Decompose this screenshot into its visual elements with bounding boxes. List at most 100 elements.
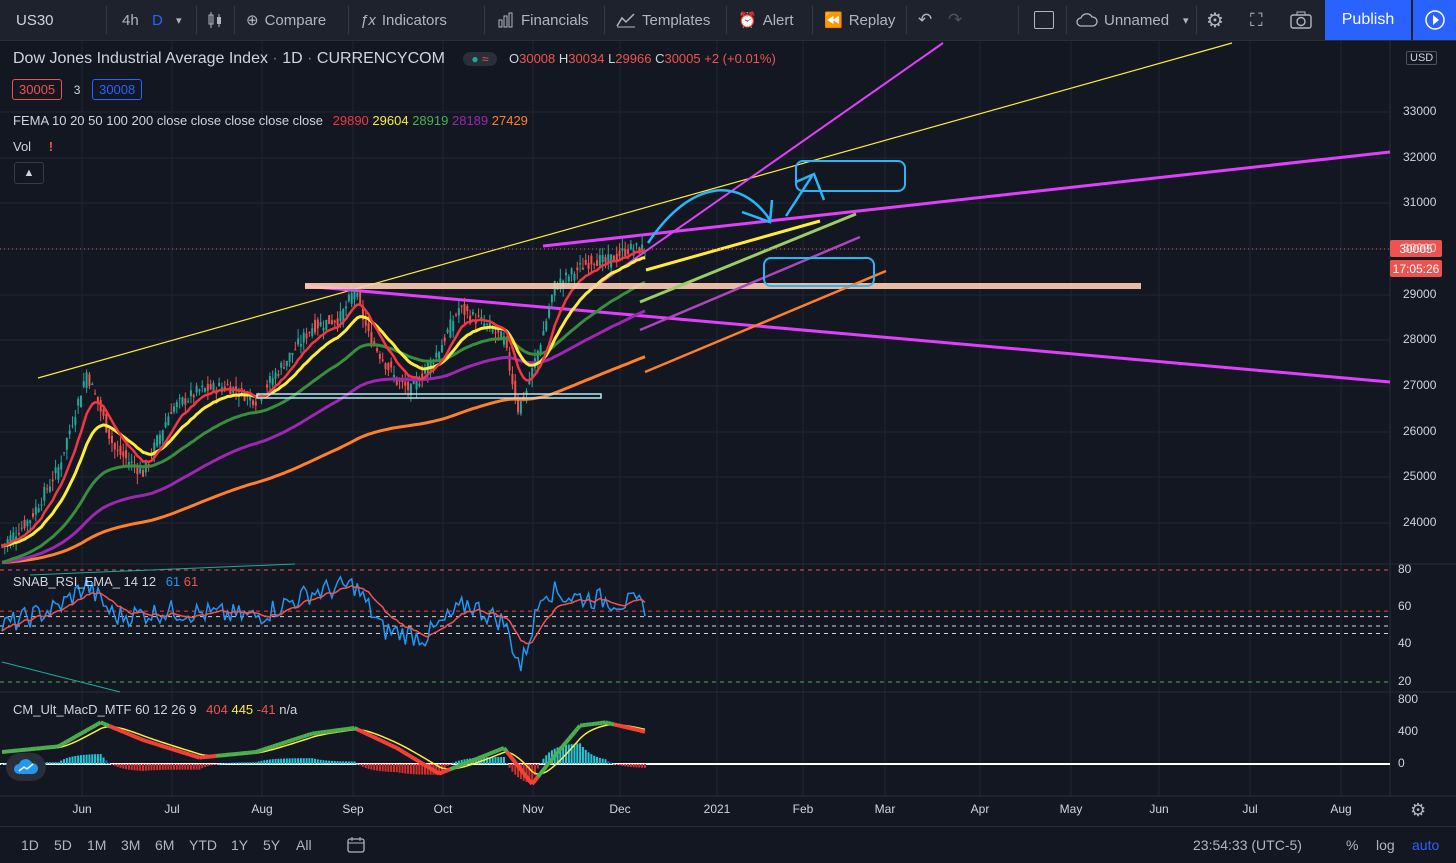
collapse-legend-button[interactable]: ▲ <box>14 162 44 184</box>
candle-body <box>60 462 62 469</box>
macd-legend[interactable]: CM_Ult_MacD_MTF 60 12 26 9 404 445 -41 n… <box>13 702 297 717</box>
redo-button[interactable]: ↷ <box>948 0 962 40</box>
macd-hist-bar <box>585 750 587 764</box>
candle-body <box>165 422 167 427</box>
macd-hist-bar <box>103 758 105 764</box>
undo-icon: ↶ <box>918 10 932 30</box>
macd-hist-bar <box>542 759 544 764</box>
candle-body <box>348 295 350 302</box>
macd-hist-bar <box>390 764 392 772</box>
macd-line-segment <box>188 754 191 755</box>
range-button-1y[interactable]: 1Y <box>231 827 248 863</box>
range-button-3m[interactable]: 3M <box>121 827 140 863</box>
snapshot-button[interactable] <box>1290 0 1312 40</box>
candle-body <box>289 353 291 362</box>
replay-button[interactable]: ⏪Replay <box>824 0 895 40</box>
macd-hist-bar <box>610 762 612 764</box>
range-button-6m[interactable]: 6M <box>155 827 174 863</box>
gear-icon: ⚙ <box>1206 8 1224 33</box>
range-button-5y[interactable]: 5Y <box>263 827 280 863</box>
publish-button[interactable]: Publish <box>1325 0 1411 40</box>
goto-date-button[interactable] <box>346 827 366 863</box>
candle-body <box>40 504 42 505</box>
candle-body <box>511 374 513 385</box>
fema-legend[interactable]: FEMA 10 20 50 100 200 close close close … <box>13 113 528 128</box>
macd-line-segment <box>462 764 465 765</box>
fullscreen-button[interactable]: ⛶ <box>1250 0 1263 40</box>
interval-dropdown-icon[interactable]: ▾ <box>176 0 182 40</box>
candle-body <box>576 267 578 270</box>
auto-label: auto <box>1412 837 1439 853</box>
time-tick: Jul <box>158 802 186 816</box>
symbol-search[interactable]: US30 <box>16 0 54 40</box>
candle-body <box>331 320 333 324</box>
timezone-button[interactable]: 23:54:33 (UTC-5) <box>1193 827 1302 863</box>
macd-hist-bar <box>269 759 271 764</box>
price-tick: 29000 <box>1403 287 1436 301</box>
tradingview-logo[interactable] <box>6 753 46 781</box>
interval-4h[interactable]: 4h <box>122 0 139 40</box>
macd-hist-bar <box>227 763 229 764</box>
macd-hist-bar <box>449 764 451 765</box>
candle-body <box>379 354 381 359</box>
volume-legend[interactable]: Vol ! <box>13 139 53 154</box>
undo-button[interactable]: ↶ <box>918 0 932 40</box>
macd-line-segment <box>467 761 470 762</box>
layout-square-button[interactable] <box>1034 0 1054 40</box>
macd-hist-bar <box>159 764 161 770</box>
candle-body <box>77 399 79 406</box>
layout-name-button[interactable]: Unnamed▾ <box>1076 0 1189 40</box>
macd-line-segment <box>620 726 623 727</box>
compare-button[interactable]: ⊕Compare <box>246 0 326 40</box>
macd-line-segment <box>566 739 569 742</box>
macd-hist-bar <box>55 762 57 764</box>
macd-hist-bar <box>136 764 138 771</box>
macd-tick: 0 <box>1398 756 1405 770</box>
macd-line-segment <box>104 724 107 725</box>
macd-hist-bar <box>148 764 150 770</box>
publish-menu-button[interactable] <box>1413 0 1456 40</box>
candle-body <box>514 381 516 399</box>
candle-body <box>585 260 587 264</box>
candle-body <box>283 367 285 368</box>
macd-line-segment <box>163 746 166 747</box>
range-button-1m[interactable]: 1M <box>87 827 106 863</box>
macd-line-segment <box>61 743 64 745</box>
candle-body <box>218 383 220 386</box>
chart-settings-button[interactable]: ⚙ <box>1410 800 1426 821</box>
rsi-legend[interactable]: SNAB_RSI_EMA_ 14 12 61 61 <box>13 574 198 589</box>
range-button-5d[interactable]: 5D <box>54 827 72 863</box>
candle-body <box>435 353 437 358</box>
percent-toggle[interactable]: % <box>1346 827 1358 863</box>
macd-hist-bar <box>339 761 341 764</box>
candle-body <box>337 318 339 324</box>
range-button-1d[interactable]: 1D <box>21 827 39 863</box>
candle-body <box>272 378 274 385</box>
alert-button[interactable]: ⏰Alert <box>738 0 794 40</box>
log-toggle[interactable]: log <box>1376 827 1395 863</box>
candle-body <box>86 372 88 388</box>
macd-hist-bar <box>184 764 186 770</box>
candle-body <box>201 386 203 388</box>
candle-body <box>385 363 387 369</box>
macd-line-segment <box>287 741 290 742</box>
candles-style-icon[interactable] <box>206 0 224 40</box>
currency-label[interactable]: USD <box>1406 51 1437 65</box>
candle-body <box>35 507 37 515</box>
interval-d[interactable]: D <box>152 0 163 40</box>
macd-hist-bar <box>221 763 223 764</box>
range-button-ytd[interactable]: YTD <box>189 827 217 863</box>
candle-body <box>38 508 40 512</box>
financials-button[interactable]: Financials <box>497 0 589 40</box>
auto-toggle[interactable]: auto <box>1412 827 1439 863</box>
macd-hist-bar <box>368 764 370 769</box>
buy-button[interactable]: 30008 <box>92 79 142 100</box>
settings-button[interactable]: ⚙ <box>1206 0 1224 40</box>
macd-hist-bar <box>506 763 508 764</box>
range-button-all[interactable]: All <box>296 827 312 863</box>
templates-button[interactable]: Templates <box>616 0 710 40</box>
macd-hist-bar <box>359 764 361 765</box>
candle-body <box>46 489 48 490</box>
sell-button[interactable]: 30005 <box>12 79 62 100</box>
